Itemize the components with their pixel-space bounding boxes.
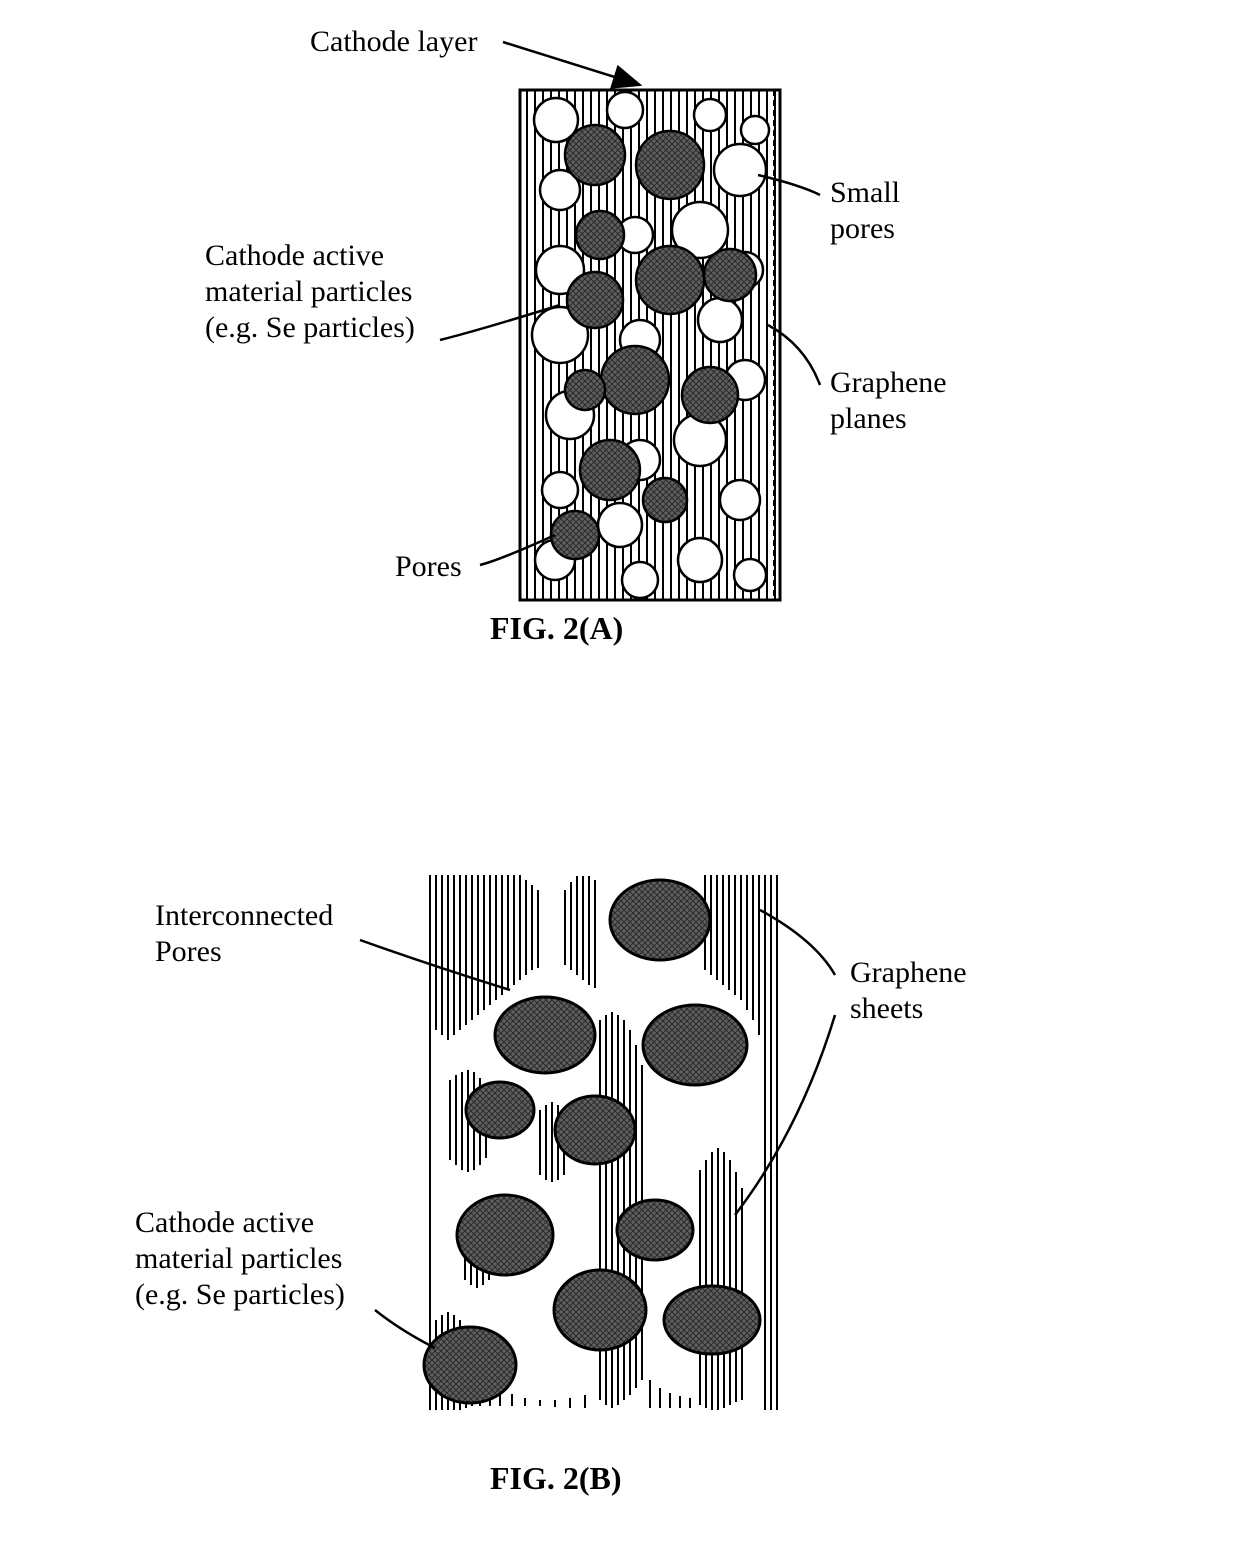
- figure-2b-diagram: [0, 820, 1240, 1520]
- figure-2a-diagram: [0, 0, 1240, 700]
